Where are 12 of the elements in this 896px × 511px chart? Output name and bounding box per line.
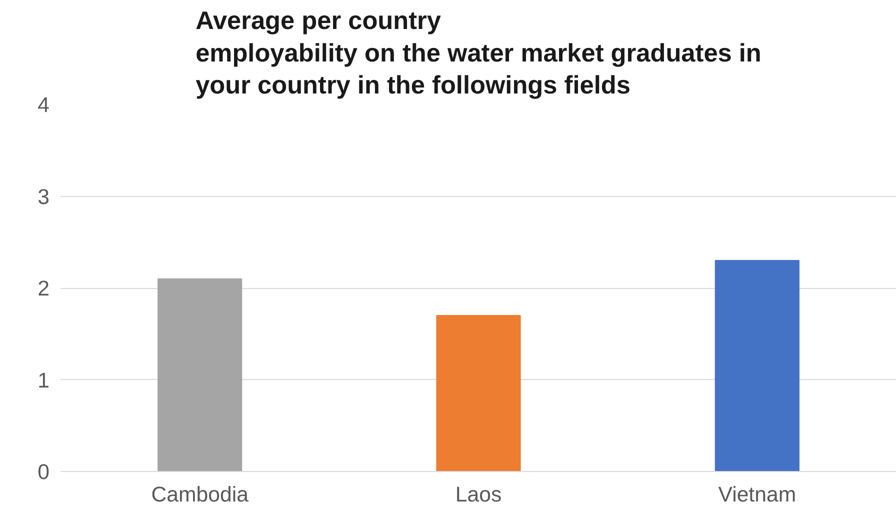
chart-title: Average per country employability on the water market graduates in your country in the followings fields xyxy=(196,7,762,100)
x-tick-label: Cambodia xyxy=(151,482,249,506)
bar xyxy=(714,260,800,472)
x-tick-label: Laos xyxy=(455,482,502,506)
y-tick-label: 3 xyxy=(38,184,50,209)
y-tick-label: 0 xyxy=(38,460,50,484)
y-tick-label: 2 xyxy=(38,276,50,300)
x-tick-label: Vietnam xyxy=(718,482,796,506)
y-tick-label: 1 xyxy=(38,368,50,392)
y-tick-label: 4 xyxy=(38,93,50,117)
bar xyxy=(436,315,521,472)
bar xyxy=(158,278,242,472)
